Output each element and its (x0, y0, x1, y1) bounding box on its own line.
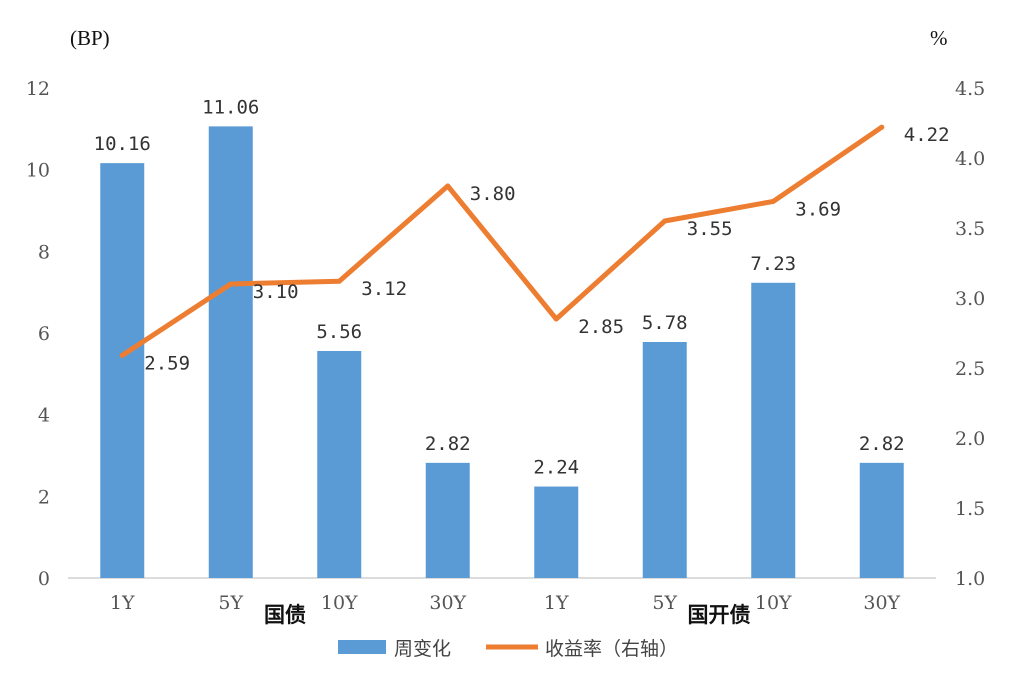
group-label: 国债 (264, 603, 306, 627)
line-data-label: 3.55 (687, 218, 733, 240)
legend-swatch-bar (338, 640, 386, 654)
bar (425, 462, 470, 578)
group-labels: 国债 国开债 (264, 603, 751, 627)
bar (751, 282, 796, 578)
line-data-label: 3.10 (253, 281, 299, 303)
right-tick-label: 1.5 (955, 498, 985, 520)
line-point (119, 352, 125, 358)
bar (208, 126, 253, 578)
left-tick-label: 2 (38, 486, 50, 508)
line-point (228, 281, 234, 287)
legend: 周变化 收益率（右轴） (338, 638, 678, 660)
x-tick-label: 10Y (755, 592, 792, 614)
line-data-label: 4.22 (904, 124, 950, 146)
yield-line (119, 124, 885, 358)
bar (317, 350, 362, 578)
line-labels: 2.59 3.10 3.12 3.80 2.85 3.55 3.69 4.22 (144, 124, 949, 374)
line-data-label: 2.59 (144, 352, 190, 374)
bar-data-label: 5.56 (316, 321, 362, 343)
bar (859, 462, 904, 578)
line-data-label: 3.12 (361, 278, 407, 300)
bar (534, 486, 579, 578)
left-tick-label: 0 (38, 568, 50, 590)
bar-data-label: 5.78 (642, 312, 688, 334)
bar-data-label: 2.24 (533, 457, 579, 479)
line-point (336, 278, 342, 284)
x-tick-label: 30Y (429, 592, 466, 614)
group-label: 国开债 (688, 603, 751, 627)
bar-data-label: 7.23 (750, 253, 796, 275)
right-tick-label: 2.0 (955, 428, 985, 450)
line-point (662, 218, 668, 224)
left-tick-label: 4 (38, 405, 50, 427)
x-tick-label: 1Y (110, 592, 135, 614)
right-tick-label: 2.5 (955, 358, 985, 380)
right-tick-label: 3.0 (955, 288, 985, 310)
bar-series (100, 126, 904, 578)
line-point (879, 124, 885, 130)
line-data-label: 3.80 (470, 183, 516, 205)
right-tick-label: 4.5 (955, 78, 985, 100)
line-point (445, 183, 451, 189)
left-tick-label: 10 (26, 160, 50, 182)
x-tick-label: 10Y (321, 592, 358, 614)
x-tick-label: 5Y (218, 592, 243, 614)
left-tick-label: 12 (26, 78, 50, 100)
right-tick-label: 4.0 (955, 148, 985, 170)
x-axis: 1Y 5Y 10Y 30Y 1Y 5Y 10Y 30Y (110, 592, 901, 614)
left-tick-label: 8 (38, 241, 50, 263)
bar-labels: 10.16 11.06 5.56 2.82 2.24 5.78 7.23 2.82 (94, 96, 905, 478)
right-axis: 1.0 1.5 2.0 2.5 3.0 3.5 4.0 4.5 (955, 78, 985, 590)
legend-label-bar: 周变化 (394, 638, 451, 660)
bar-data-label: 2.82 (425, 433, 471, 455)
line-data-label: 3.69 (795, 198, 841, 220)
bar-data-label: 11.06 (202, 96, 259, 118)
right-axis-unit: % (930, 26, 948, 50)
left-axis-unit: (BP) (70, 26, 110, 50)
line-series-group (119, 124, 885, 358)
line-point (553, 316, 559, 322)
line-point (770, 198, 776, 204)
x-tick-label: 1Y (544, 592, 569, 614)
legend-label-line: 收益率（右轴） (545, 638, 678, 660)
right-tick-label: 3.5 (955, 218, 985, 240)
bar-data-label: 10.16 (94, 133, 151, 155)
x-tick-label: 30Y (863, 592, 900, 614)
left-tick-label: 6 (38, 323, 50, 345)
left-axis: 0 2 4 6 8 10 12 (26, 78, 50, 590)
bar-data-label: 2.82 (859, 433, 905, 455)
line-data-label: 2.85 (578, 316, 624, 338)
right-tick-label: 1.0 (955, 568, 985, 590)
x-tick-label: 5Y (652, 592, 677, 614)
bar (100, 163, 145, 578)
bar (642, 341, 687, 578)
